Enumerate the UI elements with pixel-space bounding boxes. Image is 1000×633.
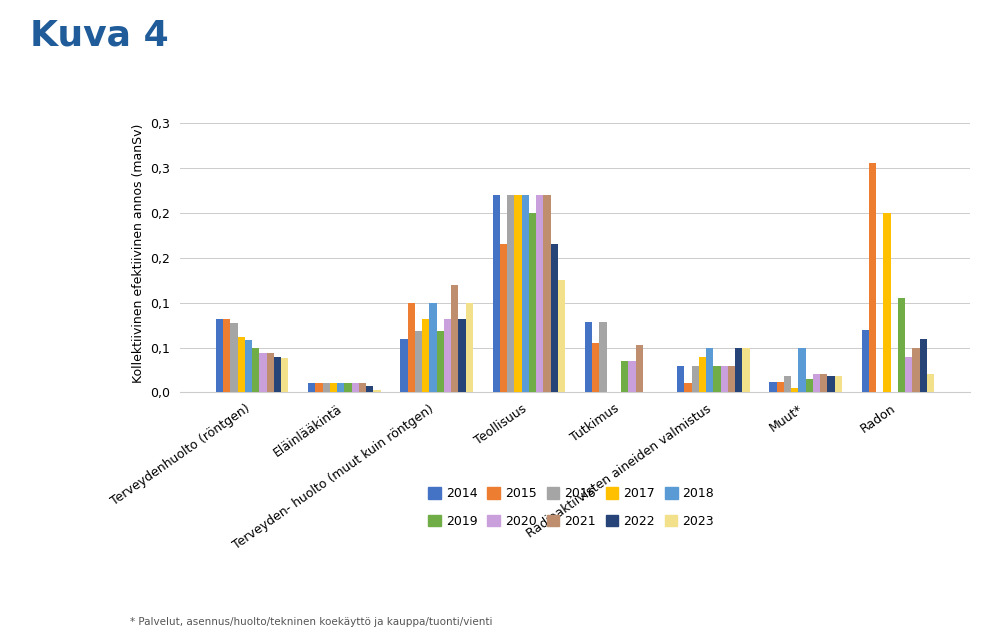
Bar xyxy=(223,319,230,392)
Bar xyxy=(728,365,735,392)
Bar xyxy=(742,348,750,392)
Bar xyxy=(869,163,876,392)
Bar xyxy=(692,365,699,392)
Bar xyxy=(585,322,592,392)
Bar xyxy=(529,213,536,392)
Bar xyxy=(216,319,223,392)
Bar xyxy=(400,339,408,392)
Bar xyxy=(330,384,337,392)
Bar xyxy=(621,361,628,392)
Bar xyxy=(912,348,920,392)
Bar xyxy=(366,386,373,392)
Bar xyxy=(835,376,842,392)
Bar xyxy=(344,384,352,392)
Bar xyxy=(706,348,713,392)
Bar xyxy=(813,375,820,392)
Bar xyxy=(677,365,684,392)
Bar xyxy=(466,303,473,392)
Bar xyxy=(784,376,791,392)
Text: Kuva 4: Kuva 4 xyxy=(30,19,169,53)
Bar xyxy=(429,303,437,392)
Bar xyxy=(920,339,927,392)
Bar xyxy=(599,322,607,392)
Bar xyxy=(252,348,259,392)
Bar xyxy=(699,356,706,392)
Bar xyxy=(259,353,267,392)
Bar xyxy=(636,345,643,392)
Bar xyxy=(337,384,344,392)
Bar xyxy=(883,213,891,392)
Bar xyxy=(308,384,315,392)
Bar xyxy=(592,343,599,392)
Bar xyxy=(551,244,558,392)
Bar xyxy=(735,348,742,392)
Text: * Palvelut, asennus/huolto/tekninen koekäyttö ja kauppa/tuonti/vienti: * Palvelut, asennus/huolto/tekninen koek… xyxy=(130,617,492,627)
Bar xyxy=(323,384,330,392)
Bar xyxy=(500,244,507,392)
Bar xyxy=(820,375,827,392)
Bar xyxy=(267,353,274,392)
Bar xyxy=(514,195,522,392)
Bar xyxy=(281,358,288,392)
Bar xyxy=(315,384,323,392)
Bar xyxy=(274,356,281,392)
Bar xyxy=(437,331,444,392)
Bar xyxy=(359,384,366,392)
Bar xyxy=(543,195,551,392)
Bar xyxy=(927,375,934,392)
Bar xyxy=(352,384,359,392)
Bar xyxy=(415,331,422,392)
Bar xyxy=(422,319,429,392)
Bar xyxy=(245,341,252,392)
Y-axis label: Kollektiivinen efektiivinen annos (manSv): Kollektiivinen efektiivinen annos (manSv… xyxy=(132,123,145,383)
Bar xyxy=(798,348,806,392)
Bar xyxy=(769,382,777,392)
Bar xyxy=(777,382,784,392)
Bar xyxy=(862,330,869,392)
Bar xyxy=(373,390,381,392)
Bar xyxy=(444,319,451,392)
Bar xyxy=(451,285,458,392)
Bar xyxy=(522,195,529,392)
Bar xyxy=(806,379,813,392)
Bar xyxy=(230,323,238,392)
Bar xyxy=(721,365,728,392)
Bar xyxy=(791,388,798,392)
Bar xyxy=(827,376,835,392)
Bar xyxy=(493,195,500,392)
Bar xyxy=(905,356,912,392)
Bar xyxy=(536,195,543,392)
Bar xyxy=(628,361,636,392)
Legend: 2019, 2020, 2021, 2022, 2023: 2019, 2020, 2021, 2022, 2023 xyxy=(423,510,719,533)
Bar xyxy=(458,319,466,392)
Bar xyxy=(558,280,565,392)
Bar xyxy=(713,365,721,392)
Bar xyxy=(684,384,692,392)
Bar xyxy=(898,298,905,392)
Bar xyxy=(238,337,245,392)
Bar xyxy=(507,195,514,392)
Bar xyxy=(408,303,415,392)
